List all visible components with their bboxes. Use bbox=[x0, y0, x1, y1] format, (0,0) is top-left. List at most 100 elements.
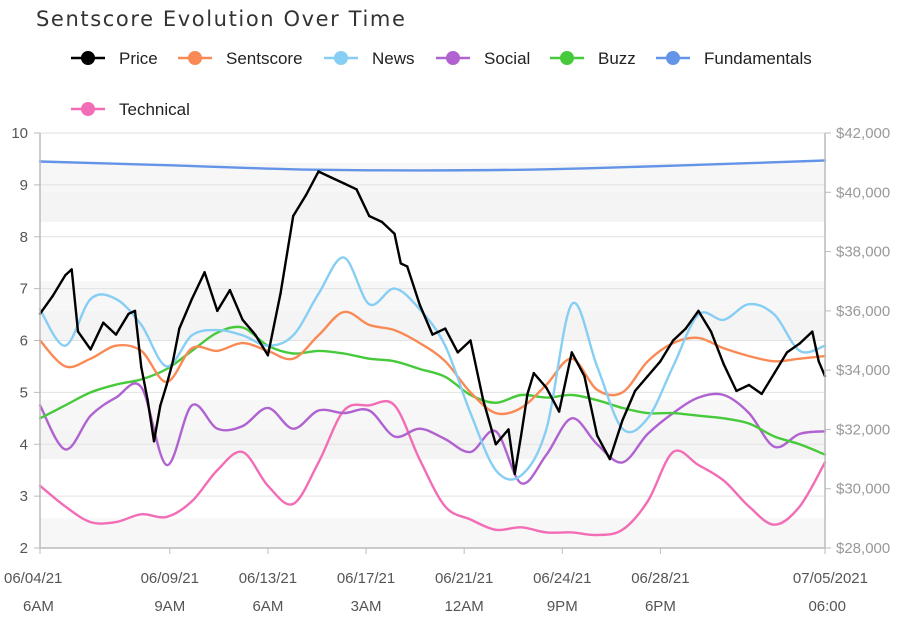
y-left-tick-label: 5 bbox=[20, 384, 28, 401]
data-point-price bbox=[469, 339, 472, 342]
y-right-tick-label: $42,000 bbox=[836, 125, 890, 142]
data-point-price bbox=[228, 288, 232, 292]
data-point-price bbox=[266, 354, 270, 357]
data-point-price bbox=[456, 351, 459, 354]
y-left-tick-label: 8 bbox=[20, 229, 28, 246]
x-tick-label-time: 9PM bbox=[547, 598, 578, 615]
data-point-price bbox=[444, 327, 447, 330]
data-point-price bbox=[595, 434, 599, 437]
data-point-price bbox=[165, 383, 168, 387]
x-tick-label-time: 3AM bbox=[351, 598, 382, 615]
x-tick-label-time: 6AM bbox=[252, 598, 283, 615]
data-point-price bbox=[178, 327, 181, 330]
legend-item-sentscore[interactable]: Sentscore bbox=[178, 49, 303, 68]
data-point-price bbox=[51, 294, 54, 298]
x-tick-label-date: 06/21/21 bbox=[435, 570, 493, 587]
legend-swatch-dot bbox=[334, 51, 348, 65]
legend-label: Sentscore bbox=[226, 49, 303, 68]
y-right-tick-label: $34,000 bbox=[836, 362, 890, 379]
x-tick-label-date: 06/13/21 bbox=[239, 570, 297, 587]
data-point-price bbox=[102, 321, 105, 324]
data-point-price bbox=[519, 434, 523, 437]
data-point-price bbox=[817, 360, 820, 363]
data-point-price bbox=[368, 214, 371, 218]
legend-label: Fundamentals bbox=[704, 49, 812, 68]
data-point-price bbox=[406, 265, 409, 268]
legend-item-price[interactable]: Price bbox=[71, 49, 158, 68]
y-right-tick-label: $40,000 bbox=[836, 184, 890, 201]
data-point-price bbox=[152, 440, 156, 443]
data-point-price bbox=[633, 389, 637, 393]
legend[interactable]: Price Sentscore News Social Buzz Fundamentals… bbox=[71, 49, 812, 119]
y-left-tick-label: 3 bbox=[20, 488, 28, 505]
legend-swatch-dot bbox=[446, 51, 460, 65]
chart-title: Sentscore Evolution Over Time bbox=[36, 7, 406, 31]
data-point-price bbox=[330, 176, 333, 179]
axes: 2 3 4 5 6 7 8 9 10 $28,000 $30,000 $32,000 $34,000 $3… bbox=[4, 125, 890, 615]
data-point-price bbox=[570, 351, 573, 354]
data-point-price bbox=[159, 404, 162, 407]
legend-item-fundamentals[interactable]: Fundamentals bbox=[656, 49, 812, 68]
data-point-price bbox=[811, 330, 814, 333]
data-point-price bbox=[785, 351, 789, 354]
legend-item-buzz[interactable]: Buzz bbox=[550, 49, 636, 68]
x-tick-label-time: 12AM bbox=[445, 598, 484, 615]
y-right-tick-label: $32,000 bbox=[836, 421, 890, 438]
legend-label: Buzz bbox=[598, 49, 636, 68]
legend-label: Price bbox=[119, 49, 158, 68]
legend-item-technical[interactable]: Technical bbox=[71, 100, 190, 119]
data-point-price bbox=[342, 182, 346, 185]
x-tick-label-date: 07/05/2021 bbox=[793, 570, 868, 587]
data-point-price bbox=[146, 398, 149, 401]
y-right-tick-label: $28,000 bbox=[836, 540, 890, 557]
data-point-price bbox=[494, 443, 497, 446]
legend-swatch-dot bbox=[81, 51, 95, 65]
y-right-tick-label: $30,000 bbox=[836, 481, 890, 498]
data-point-price bbox=[621, 419, 624, 422]
data-point-price bbox=[526, 392, 529, 396]
x-tick-label-time: 06:00 bbox=[808, 598, 846, 615]
data-point-price bbox=[114, 333, 118, 336]
data-point-price bbox=[190, 297, 194, 301]
data-point-price bbox=[70, 268, 73, 271]
data-point-price bbox=[127, 312, 130, 315]
y-left-tick-label: 2 bbox=[20, 540, 28, 557]
legend-swatch-dot bbox=[666, 51, 680, 65]
legend-label: Social bbox=[484, 49, 530, 68]
data-point-price bbox=[431, 333, 434, 336]
data-point-price bbox=[279, 291, 282, 295]
series-lines bbox=[38, 159, 827, 537]
data-point-price bbox=[292, 214, 295, 218]
series-line-buzz bbox=[38, 325, 827, 456]
y-left-tick-label: 4 bbox=[20, 436, 28, 453]
y-left-tick-label: 10 bbox=[11, 125, 28, 142]
data-point-price bbox=[513, 472, 516, 476]
data-point-price bbox=[481, 398, 485, 401]
legend-label: News bbox=[372, 49, 415, 68]
data-point-price bbox=[735, 389, 738, 393]
data-point-price bbox=[671, 339, 675, 342]
legend-label: Technical bbox=[119, 100, 190, 119]
legend-item-social[interactable]: Social bbox=[436, 49, 530, 68]
data-point-price bbox=[608, 457, 611, 461]
data-point-price bbox=[241, 318, 244, 321]
grid-band bbox=[40, 162, 825, 193]
data-point-price bbox=[64, 274, 67, 277]
data-point-price bbox=[380, 220, 384, 224]
x-tick-label-time: 9AM bbox=[154, 598, 185, 615]
data-point-price bbox=[709, 330, 713, 333]
x-tick-label-date: 06/28/21 bbox=[631, 570, 689, 587]
series-line-fundamentals bbox=[38, 159, 827, 172]
data-point-price bbox=[317, 170, 320, 173]
legend-swatch-dot bbox=[188, 51, 202, 65]
x-tick-label-date: 06/17/21 bbox=[337, 570, 395, 587]
x-tick-label-date: 06/04/21 bbox=[4, 570, 62, 587]
x-tick-label-date: 06/09/21 bbox=[141, 570, 199, 587]
legend-item-news[interactable]: News bbox=[324, 49, 415, 68]
data-point-price bbox=[557, 410, 561, 413]
legend-swatch-dot bbox=[560, 51, 574, 65]
data-point-price bbox=[304, 194, 308, 197]
data-point-price bbox=[646, 374, 649, 378]
grid-band bbox=[40, 281, 825, 311]
